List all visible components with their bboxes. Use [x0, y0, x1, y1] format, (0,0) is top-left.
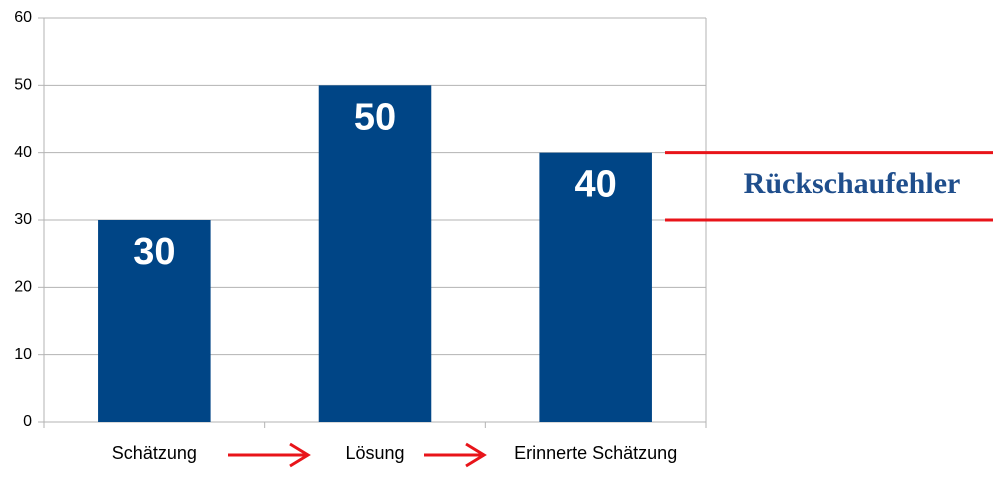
bar [318, 85, 432, 422]
value-label: 40 [575, 164, 617, 206]
y-tick-label: 60 [14, 9, 32, 26]
bar [539, 152, 652, 422]
value-label: 30 [133, 231, 175, 273]
y-tick-label: 40 [14, 144, 32, 161]
arrows [228, 442, 487, 468]
y-tick-label: 20 [14, 279, 32, 296]
x-tick-label: Schätzung [112, 443, 197, 463]
arrow-head [289, 442, 311, 468]
y-tick-label: 50 [14, 77, 32, 94]
y-tick-label: 30 [14, 211, 32, 228]
bar [98, 220, 211, 422]
x-tick-label: Erinnerte Schätzung [514, 443, 677, 463]
y-tick-label: 10 [14, 346, 32, 363]
x-tick-label: Lösung [345, 443, 404, 463]
y-tick-label: 0 [23, 413, 32, 430]
value-label: 50 [354, 96, 396, 138]
annotation: Rückschaufehler [744, 167, 961, 200]
arrow-head [465, 442, 487, 468]
